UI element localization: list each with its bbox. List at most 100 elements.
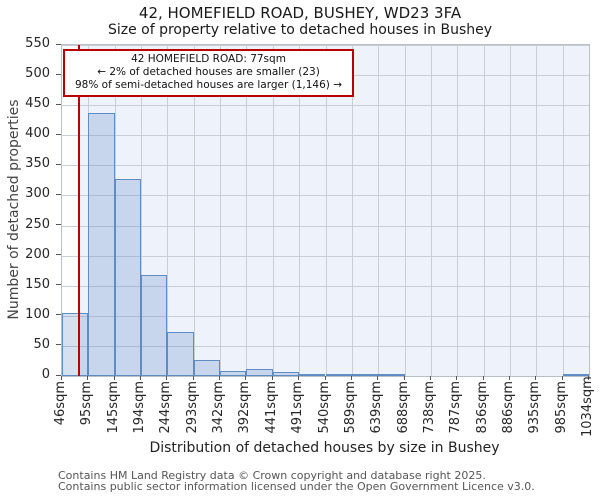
- x-tick-mark: [403, 376, 405, 380]
- x-tick-mark: [140, 376, 142, 380]
- x-tick-label: 836sqm: [474, 381, 490, 434]
- annotation-line-2: ← 2% of detached houses are smaller (23): [97, 66, 320, 78]
- gridline-vertical: [325, 45, 327, 376]
- x-tick-label: 540sqm: [316, 381, 332, 434]
- x-tick-mark: [113, 376, 115, 380]
- y-tick-label: 0: [41, 367, 50, 382]
- x-tick-label: 985sqm: [553, 381, 569, 434]
- y-tick-label: 200: [25, 246, 50, 262]
- x-tick-label: 342sqm: [211, 381, 227, 434]
- x-tick-label: 589sqm: [342, 381, 358, 434]
- annotation-line-1: 42 HOMEFIELD ROAD: 77sqm: [131, 53, 286, 65]
- annotation-line-3: 98% of semi-detached houses are larger (…: [74, 79, 342, 91]
- x-tick-mark: [588, 376, 589, 380]
- y-tick-mark: [56, 284, 61, 286]
- chart-subtitle: Size of property relative to detached ho…: [107, 22, 493, 38]
- x-tick-label: 738sqm: [421, 381, 437, 434]
- footer-line-2: Contains public sector information licen…: [58, 480, 535, 493]
- x-tick-mark: [271, 376, 273, 380]
- x-tick-mark: [324, 376, 326, 380]
- gridline-vertical: [509, 45, 511, 376]
- y-tick-mark: [56, 224, 61, 226]
- histogram-bar: [167, 332, 194, 376]
- x-tick-mark: [87, 376, 89, 380]
- x-tick-label: 639sqm: [369, 381, 385, 434]
- y-tick-mark: [56, 193, 61, 195]
- property-marker-line: [77, 45, 80, 376]
- x-tick-label: 145sqm: [105, 381, 121, 434]
- x-tick-label: 392sqm: [237, 381, 253, 434]
- gridline-vertical: [430, 45, 432, 376]
- histogram-bar: [220, 371, 247, 376]
- gridline-vertical: [299, 45, 301, 376]
- y-tick-label: 400: [25, 126, 50, 142]
- histogram-bar: [299, 374, 326, 376]
- y-tick-label: 350: [25, 156, 50, 172]
- y-tick-label: 150: [25, 276, 50, 292]
- x-tick-mark: [350, 376, 352, 380]
- y-tick-mark: [56, 314, 61, 316]
- y-tick-mark: [56, 43, 61, 45]
- x-tick-mark: [429, 376, 431, 380]
- gridline-vertical: [193, 45, 195, 376]
- histogram-bar: [246, 369, 273, 376]
- x-tick-label: 293sqm: [184, 381, 200, 434]
- x-tick-mark: [377, 376, 379, 380]
- x-tick-label: 935sqm: [527, 381, 543, 434]
- gridline-vertical: [246, 45, 248, 376]
- gridline-vertical: [536, 45, 538, 376]
- gridline-vertical: [457, 45, 459, 376]
- gridline-vertical: [562, 45, 564, 376]
- histogram-bar: [325, 374, 352, 376]
- y-tick-label: 450: [25, 96, 50, 112]
- x-tick-label: 787sqm: [448, 381, 464, 434]
- x-tick-label: 1034sqm: [580, 376, 595, 437]
- x-tick-label: 491sqm: [290, 381, 306, 434]
- x-tick-label: 886sqm: [500, 381, 516, 434]
- x-tick-label: 194sqm: [132, 381, 148, 434]
- histogram-bar: [62, 312, 89, 376]
- footer-line-1: Contains HM Land Registry data © Crown c…: [58, 469, 486, 482]
- larger-than-marker-region: [78, 45, 589, 376]
- histogram-bar: [114, 178, 142, 376]
- x-tick-mark: [482, 376, 484, 380]
- y-tick-label: 550: [25, 36, 50, 51]
- gridline-vertical: [141, 45, 143, 376]
- y-tick-label: 50: [33, 336, 50, 352]
- x-tick-mark: [535, 376, 537, 380]
- gridline-vertical: [272, 45, 274, 376]
- gridline-vertical: [351, 45, 353, 376]
- y-tick-label: 250: [25, 216, 50, 232]
- x-tick-mark: [166, 376, 168, 380]
- x-tick-mark: [192, 376, 194, 380]
- y-tick-mark: [56, 344, 61, 346]
- y-tick-mark: [56, 103, 61, 105]
- plot-area: [61, 44, 590, 377]
- histogram-bar: [272, 371, 300, 376]
- y-tick-label: 300: [25, 186, 50, 202]
- x-tick-mark: [561, 376, 563, 380]
- gridline-vertical: [483, 45, 485, 376]
- x-tick-label: 441sqm: [263, 381, 279, 434]
- gridline-vertical: [220, 45, 222, 376]
- y-tick-mark: [56, 73, 61, 75]
- x-tick-mark: [456, 376, 458, 380]
- x-axis-title: Distribution of detached houses by size …: [149, 440, 500, 456]
- x-tick-mark: [508, 376, 510, 380]
- y-tick-label: 500: [25, 66, 50, 82]
- y-tick-mark: [56, 133, 61, 135]
- histogram-bar: [88, 113, 115, 376]
- histogram-bar: [378, 374, 405, 376]
- annotation-box: 42 HOMEFIELD ROAD: 77sqm ← 2% of detache…: [63, 49, 354, 97]
- histogram-bar: [562, 374, 589, 376]
- gridline-vertical: [404, 45, 406, 376]
- x-tick-mark: [245, 376, 247, 380]
- x-tick-mark: [219, 376, 221, 380]
- y-tick-mark: [56, 163, 61, 165]
- histogram-bar: [193, 359, 221, 376]
- y-tick-mark: [56, 374, 61, 376]
- y-tick-mark: [56, 254, 61, 256]
- x-tick-label: 688sqm: [395, 381, 411, 434]
- x-tick-mark: [298, 376, 300, 380]
